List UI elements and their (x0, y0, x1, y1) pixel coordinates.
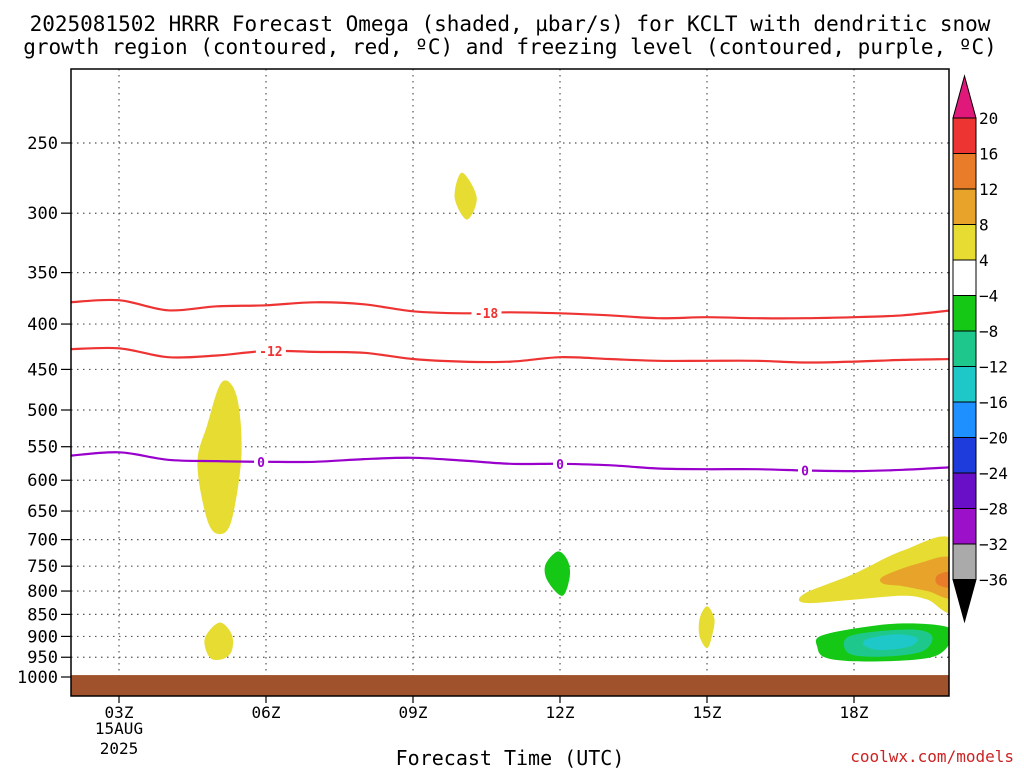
x-tick-label-06Z: 06Z (252, 703, 281, 722)
contour-label-bg-0-0 (254, 453, 269, 469)
colorbar-label-1: 16 (979, 145, 998, 164)
y-tick-label-600: 600 (27, 471, 58, 491)
colorbar-label-4: 4 (979, 251, 989, 270)
colorbar-bin--12--8 (952, 330, 977, 367)
shade-upward-4to8-870hPa-15Z (698, 606, 715, 649)
colorbar-label-5: −4 (979, 287, 998, 306)
plot-frame (70, 68, 950, 697)
y-tick-label-850: 850 (27, 605, 58, 625)
x-tick-label-03Z: 03Z (105, 703, 134, 722)
y-tick-label-450: 450 (27, 360, 58, 380)
y-tick-label-500: 500 (27, 401, 58, 421)
x-tick-label-09Z: 09Z (399, 703, 428, 722)
colorbar-top-arrow (952, 74, 977, 119)
shade-upward-4to8-550hPa (197, 380, 242, 535)
y-tick-label-1000: 1000 (17, 668, 58, 688)
shade-downward-minus12to-16-18Z (863, 634, 919, 650)
x-tick-label-12Z: 12Z (546, 703, 575, 722)
colorbar-bin-4-8 (952, 224, 977, 261)
contour-line--12 (71, 346, 949, 364)
colorbar-bottom-arrow (952, 579, 977, 624)
colorbar-bin--24--20 (952, 437, 977, 474)
contour-label--12-0: -12 (259, 345, 282, 360)
y-tick-label-750: 750 (27, 557, 58, 577)
shade-upward-8to12-18Z-20Z (880, 556, 949, 599)
y-tick-label-800: 800 (27, 582, 58, 602)
contour-label-bg--12-0 (255, 343, 286, 359)
y-tick-label-350: 350 (27, 264, 58, 284)
omega-shading (197, 172, 949, 662)
chart-title-line2: growth region (contoured, red, ºC) and f… (23, 35, 997, 59)
colorbar-bin--32--28 (952, 508, 977, 545)
contour-label-0-2: 0 (801, 464, 809, 479)
contour-line--18 (71, 298, 949, 320)
colorbar-label-7: −12 (979, 358, 1008, 377)
y-tick-label-550: 550 (27, 438, 58, 458)
contour-label-0-1: 0 (556, 458, 564, 473)
shade-upward-12to16-19.8Z (935, 571, 949, 588)
colorbar-bin-12-16 (952, 153, 977, 190)
chart-title-line1: 2025081502 HRRR Forecast Omega (shaded, … (30, 12, 991, 36)
ground-layer (71, 675, 949, 696)
y-tick-label-900: 900 (27, 627, 58, 647)
x-date-label: 15AUG (95, 719, 143, 738)
contour-label-bg-0-2 (798, 462, 812, 478)
colorbar-label-0: 20 (979, 109, 998, 128)
x-tick-label-15Z: 15Z (693, 703, 722, 722)
shade-upward-4to8-18Z-20Z (798, 536, 949, 613)
colorbar-bin-8-12 (952, 188, 977, 225)
colorbar-bin--4-4 (952, 259, 977, 296)
y-axis-ticks: 2503003504004505005506006507007508008509… (17, 134, 71, 688)
colorbar-label-2: 12 (979, 180, 998, 199)
shade-upward-4to8-900hPa (204, 622, 234, 661)
credit-text: coolwx.com/models (850, 747, 1014, 766)
colorbar-bin--28--24 (952, 472, 977, 509)
contour-label-bg-0-1 (553, 455, 567, 471)
y-tick-label-250: 250 (27, 134, 58, 154)
colorbar-label-13: −36 (979, 571, 1008, 590)
y-tick-label-950: 950 (27, 648, 58, 668)
x-axis-ticks: 03Z 06Z 09Z 12Z 15Z 18Z (105, 696, 869, 722)
temperature-contours: -18 -12 0 0 0 (71, 298, 949, 479)
colorbar-bin-16-20 (952, 117, 977, 154)
x-axis-title: Forecast Time (UTC) (396, 746, 625, 768)
colorbar-label-3: 8 (979, 216, 989, 235)
x-year-label: 2025 (100, 739, 139, 758)
contour-label--18-0: -18 (475, 307, 499, 322)
colorbar: 20 16 12 8 4 −4 −8 −12 −16 −20 −24 −28 −32 −36 (952, 74, 1008, 624)
colorbar-bin--8--4 (952, 295, 977, 332)
shade-upward-4to8-300hPa (454, 172, 477, 220)
shade-downward-minus4to-8-760hPa (544, 551, 571, 596)
colorbar-label-12: −32 (979, 535, 1008, 554)
colorbar-label-6: −8 (979, 322, 998, 341)
y-tick-label-400: 400 (27, 315, 58, 335)
contour-label-0-0: 0 (257, 456, 265, 471)
contour-label-bg--18-0 (471, 304, 502, 320)
y-tick-label-300: 300 (27, 204, 58, 224)
y-tick-label-650: 650 (27, 502, 58, 522)
colorbar-bin--16--12 (952, 366, 977, 403)
y-tick-label-700: 700 (27, 531, 58, 551)
ground-fill (71, 675, 949, 696)
colorbar-bin--20--16 (952, 401, 977, 438)
colorbar-label-11: −28 (979, 500, 1008, 519)
x-tick-label-18Z: 18Z (840, 703, 869, 722)
colorbar-label-10: −24 (979, 464, 1008, 483)
colorbar-bin--36--32 (952, 543, 977, 580)
colorbar-label-8: −16 (979, 393, 1008, 412)
colorbar-label-9: −20 (979, 429, 1008, 448)
